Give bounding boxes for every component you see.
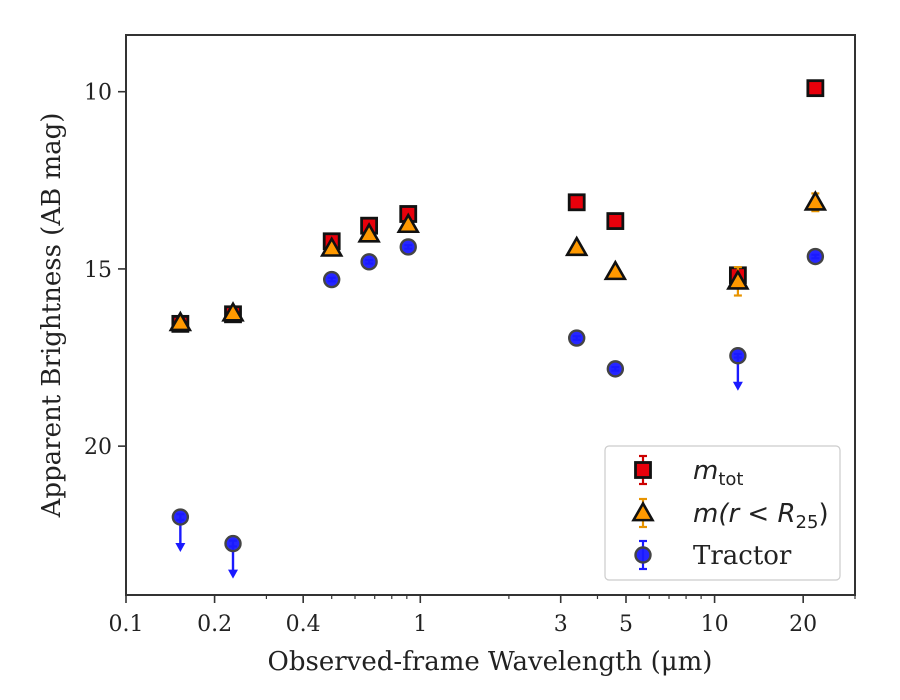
legend-item: mtot bbox=[634, 454, 743, 490]
data-point bbox=[567, 193, 586, 212]
series-circle bbox=[171, 238, 825, 579]
series-triangle bbox=[168, 190, 828, 332]
legend-marker-triangle bbox=[631, 500, 655, 522]
series-square bbox=[171, 79, 825, 333]
data-point bbox=[806, 247, 825, 266]
arrow-head bbox=[732, 381, 743, 391]
marker-triangle bbox=[396, 212, 420, 234]
marker-circle bbox=[399, 238, 417, 256]
y-tick-label: 20 bbox=[84, 435, 112, 460]
marker-triangle bbox=[803, 190, 828, 211]
legend: mtot m(r < R25) Tractor bbox=[604, 445, 841, 581]
marker-circle bbox=[606, 360, 625, 378]
marker-square bbox=[806, 79, 825, 98]
data-point bbox=[726, 266, 750, 297]
marker-circle bbox=[224, 534, 242, 553]
legend-label: mtot bbox=[693, 456, 743, 490]
legend-label: Tractor bbox=[693, 541, 792, 571]
y-axis-label: Apparent Brightness (AB mag) bbox=[37, 113, 67, 519]
data-point bbox=[224, 534, 242, 579]
x-tick-label: 0.1 bbox=[109, 612, 144, 637]
x-tick-label: 0.2 bbox=[197, 612, 232, 637]
marker-triangle bbox=[726, 269, 750, 290]
data-point bbox=[603, 259, 628, 281]
x-tick-label: 3 bbox=[554, 612, 568, 637]
data-point bbox=[803, 190, 828, 213]
x-tick-label: 0.4 bbox=[286, 612, 321, 637]
data-point bbox=[806, 79, 825, 98]
plot-frame bbox=[125, 34, 856, 596]
legend-marker-circle bbox=[634, 546, 652, 564]
marker-triangle bbox=[564, 235, 589, 257]
marker-triangle bbox=[357, 222, 381, 243]
marker-circle bbox=[729, 347, 747, 365]
marker-square bbox=[567, 193, 586, 212]
data-point bbox=[564, 235, 589, 257]
data-point bbox=[323, 270, 341, 289]
marker-triangle bbox=[319, 236, 344, 257]
data-point bbox=[606, 212, 625, 230]
legend-label: m(r < R25) bbox=[693, 499, 829, 533]
x-tick-label: 20 bbox=[789, 612, 817, 637]
data-point bbox=[360, 253, 378, 271]
legend-marker-square bbox=[634, 461, 652, 479]
x-axis-label: Observed-frame Wavelength (μm) bbox=[268, 647, 713, 677]
data-point bbox=[221, 301, 245, 322]
marker-circle bbox=[360, 253, 378, 271]
marker-triangle bbox=[221, 301, 245, 322]
marker-square bbox=[606, 212, 625, 230]
data-point bbox=[357, 222, 381, 243]
legend-item: Tractor bbox=[634, 539, 792, 571]
x-tick-label: 5 bbox=[619, 612, 633, 637]
marker-triangle bbox=[603, 259, 628, 281]
arrow-head bbox=[228, 569, 239, 579]
data-point bbox=[606, 360, 625, 378]
marker-circle bbox=[806, 247, 825, 266]
x-tick-label: 1 bbox=[413, 612, 427, 637]
y-tick-label: 15 bbox=[84, 258, 112, 283]
x-tick-label: 10 bbox=[701, 612, 729, 637]
arrow-head bbox=[175, 543, 186, 553]
marker-circle bbox=[323, 270, 341, 289]
data-point bbox=[399, 238, 417, 256]
marker-circle bbox=[568, 329, 586, 347]
legend-box bbox=[604, 445, 841, 581]
marker-triangle bbox=[168, 310, 193, 332]
legend-item: m(r < R25) bbox=[631, 497, 829, 533]
axes: 0.1 0.2 0.4 1 3 5 10 20 10 15 20 bbox=[84, 34, 856, 637]
marker-circle bbox=[171, 508, 190, 526]
data-point bbox=[568, 329, 586, 347]
y-tick-label: 10 bbox=[84, 81, 112, 106]
plot-area bbox=[168, 79, 828, 579]
data-point bbox=[171, 508, 190, 553]
data-point bbox=[319, 236, 344, 257]
data-point bbox=[396, 212, 420, 234]
data-point bbox=[168, 310, 193, 332]
data-point bbox=[729, 347, 747, 391]
